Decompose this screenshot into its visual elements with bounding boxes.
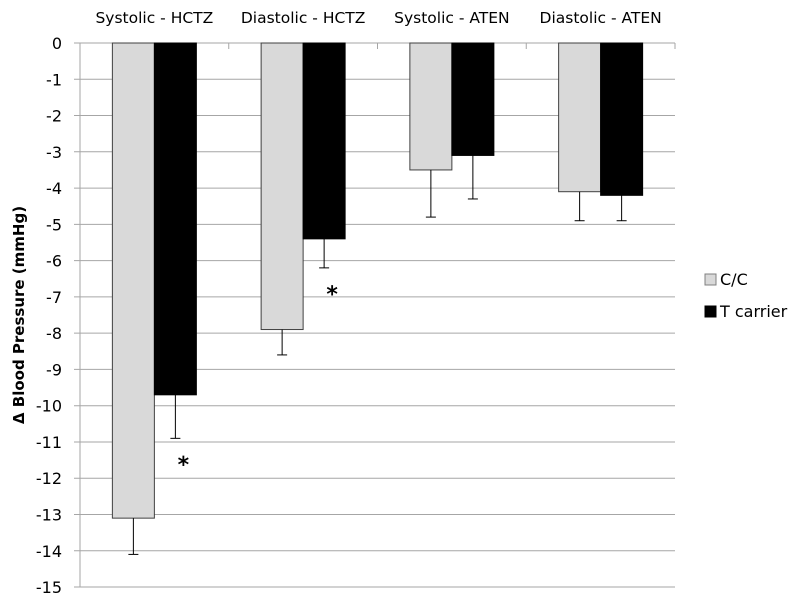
y-tick-label: -3 bbox=[46, 143, 62, 162]
y-tick-label: 0 bbox=[52, 34, 62, 53]
legend-label: T carrier bbox=[719, 302, 788, 321]
y-tick-label: -13 bbox=[36, 506, 62, 525]
y-tick-label: -8 bbox=[46, 324, 62, 343]
y-tick-label: -15 bbox=[36, 578, 62, 597]
bar-tcarrier bbox=[153, 42, 197, 396]
bar-tcarrier bbox=[302, 42, 346, 240]
error-bars bbox=[128, 155, 627, 555]
significance-asterisk: * bbox=[178, 453, 190, 478]
y-tick-label: -10 bbox=[36, 397, 62, 416]
y-tick-label: -2 bbox=[46, 107, 62, 126]
category-label: Systolic - ATEN bbox=[394, 9, 510, 27]
y-tick-label: -9 bbox=[46, 360, 62, 379]
category-label: Systolic - HCTZ bbox=[95, 9, 213, 27]
y-tick-label: -1 bbox=[46, 70, 62, 89]
bar-cc bbox=[409, 42, 453, 171]
y-axis-label: Δ Blood Pressure (mmHg) bbox=[10, 206, 28, 424]
significance-annotations: ** bbox=[178, 283, 339, 478]
y-tick-label: -6 bbox=[46, 252, 62, 271]
bar-cc bbox=[260, 42, 304, 331]
category-label: Diastolic - HCTZ bbox=[241, 9, 366, 27]
significance-asterisk: * bbox=[326, 283, 338, 308]
bars bbox=[111, 42, 644, 519]
legend: C/C T carrier bbox=[704, 270, 788, 321]
bar-cc bbox=[558, 42, 602, 193]
legend-label: C/C bbox=[720, 270, 748, 289]
y-tick-label: -5 bbox=[46, 215, 62, 234]
bar-tcarrier bbox=[600, 42, 644, 196]
legend-swatch bbox=[704, 305, 717, 318]
y-tick-label: -12 bbox=[36, 469, 62, 488]
legend-swatch bbox=[704, 273, 717, 286]
category-labels: Systolic - HCTZ Diastolic - HCTZ Systolic … bbox=[95, 9, 661, 27]
y-tick-label: -4 bbox=[46, 179, 62, 198]
y-tick-label: -11 bbox=[36, 433, 62, 452]
y-tick-label: -14 bbox=[36, 542, 62, 561]
category-label: Diastolic - ATEN bbox=[540, 9, 662, 27]
y-tick-label: -7 bbox=[46, 288, 62, 307]
y-axis-ticks: 0 -1 -2 -3 -4 -5 -6 -7 -8 -9 -10 -11 -12 -13 -14 -15 bbox=[36, 34, 62, 597]
bar-cc bbox=[111, 42, 155, 519]
bar-tcarrier bbox=[451, 42, 495, 156]
